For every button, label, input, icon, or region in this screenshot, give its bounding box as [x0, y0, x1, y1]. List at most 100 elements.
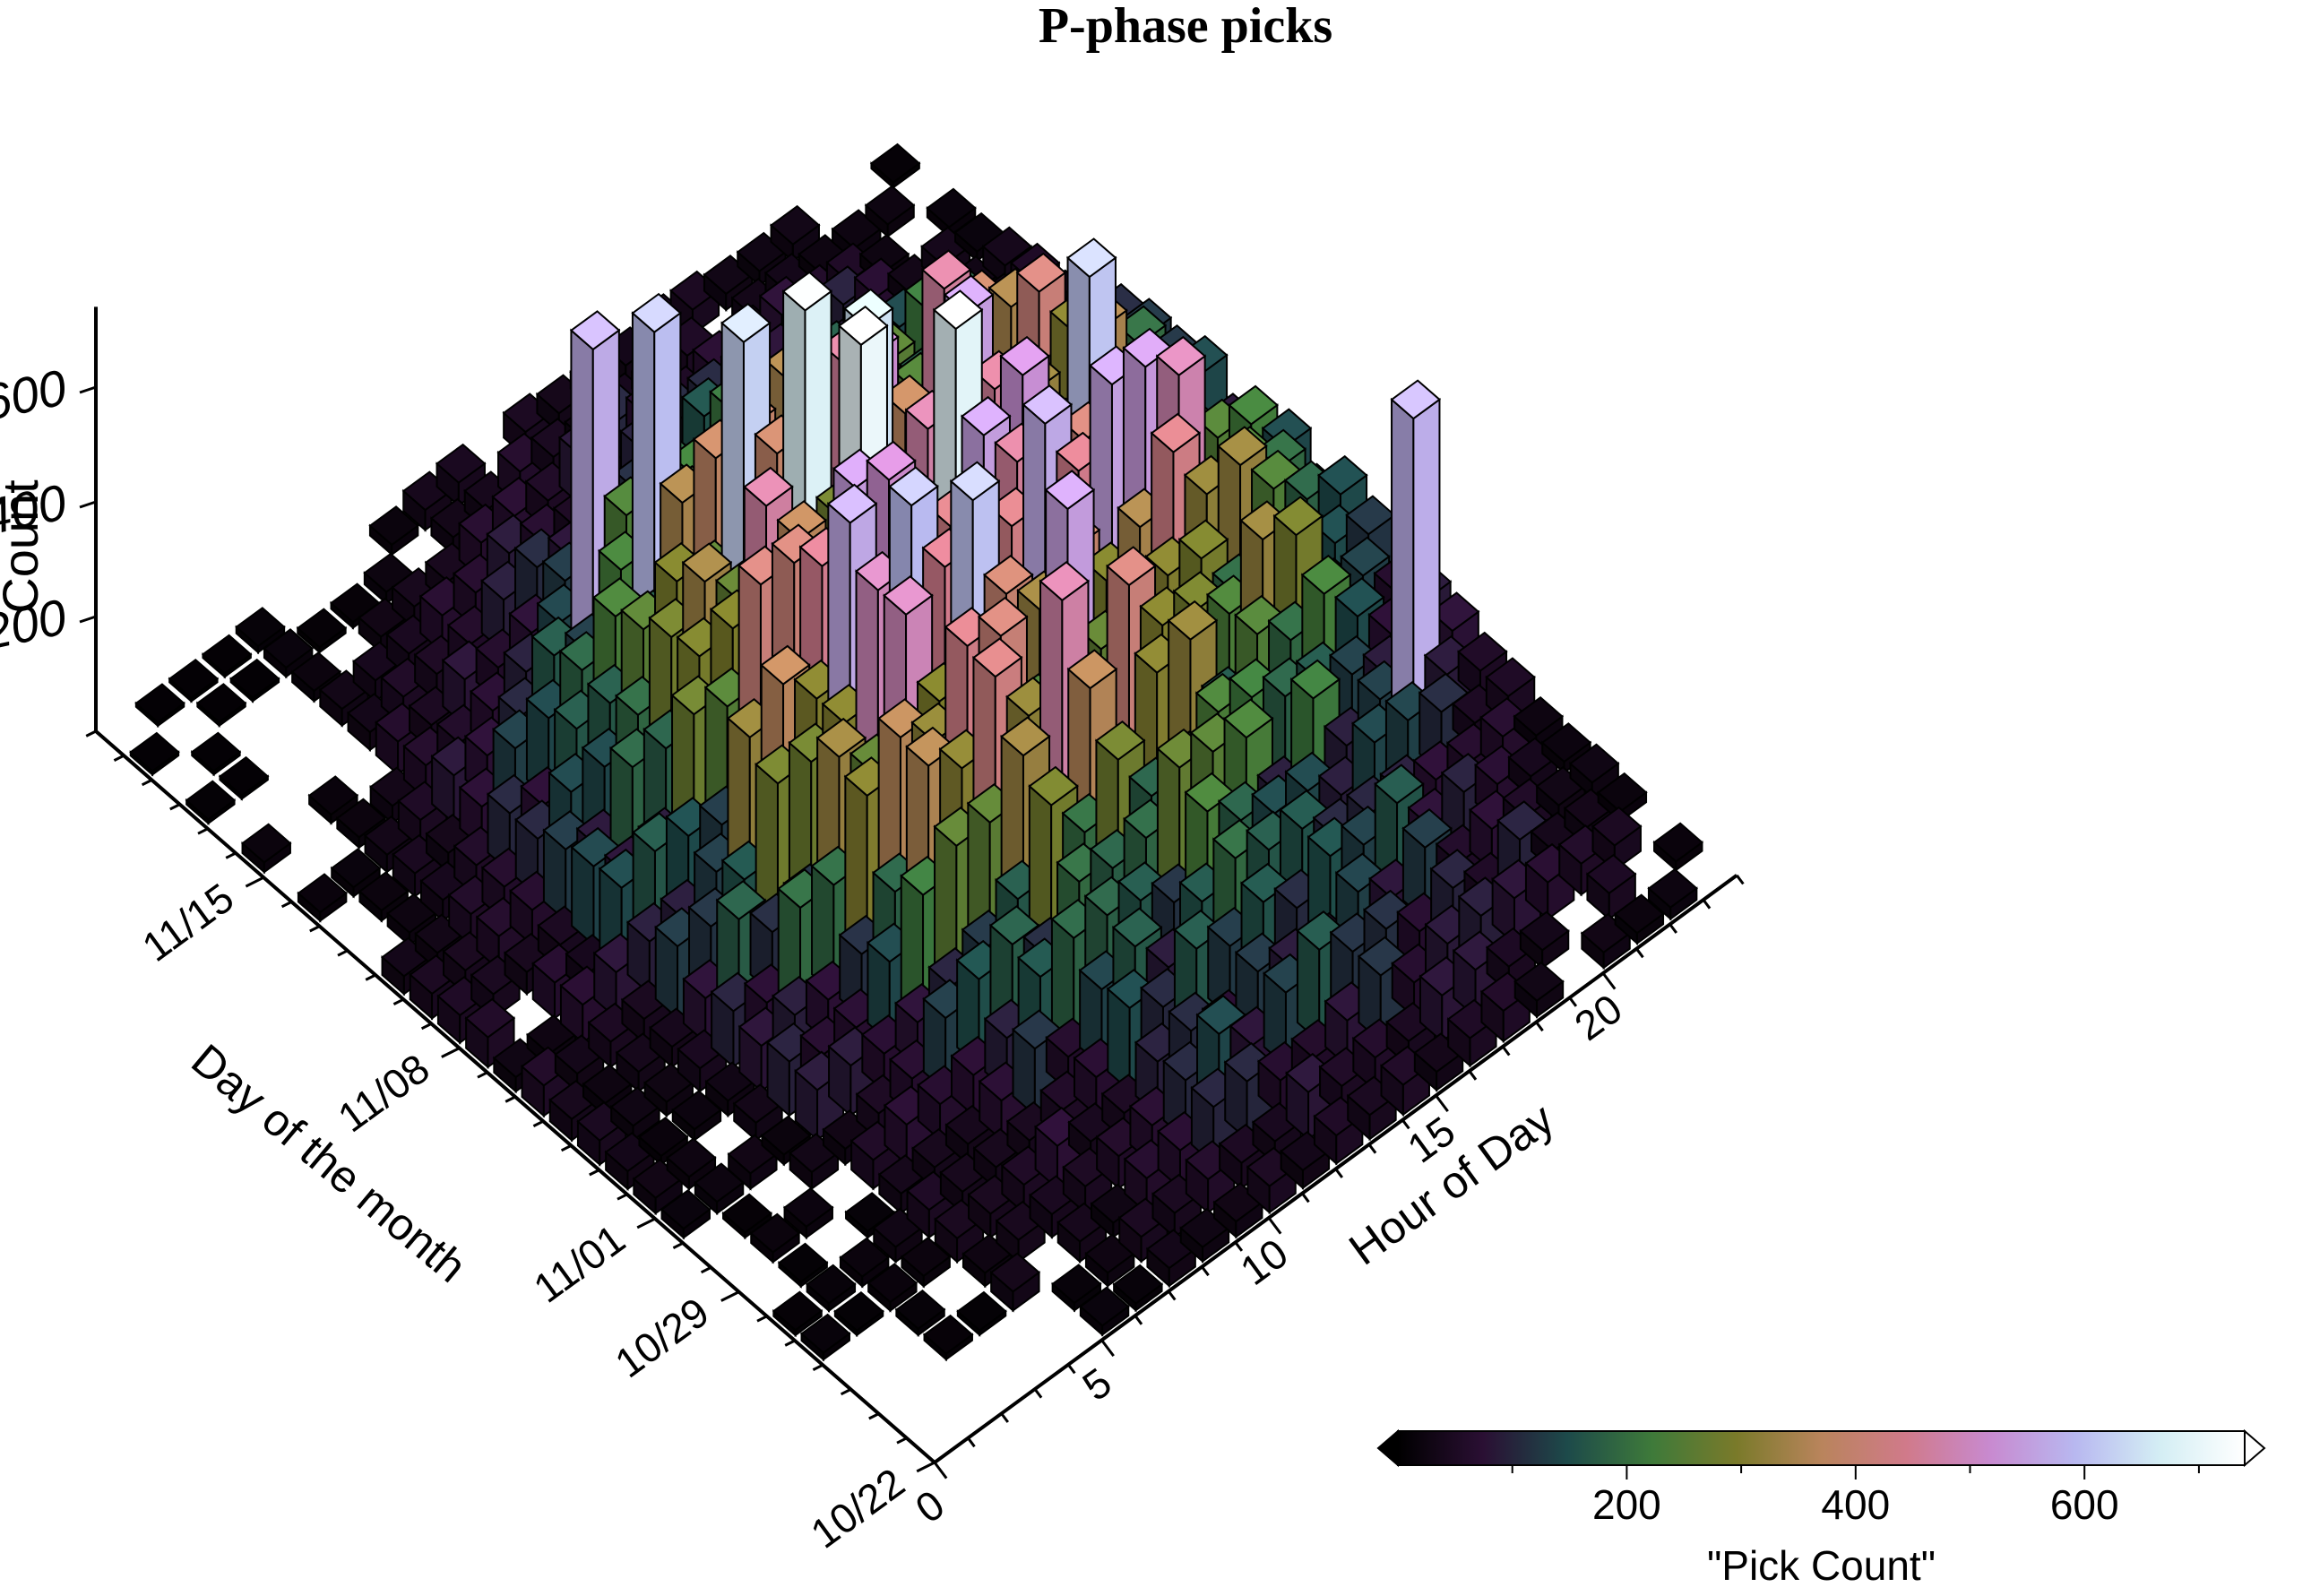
bar-top: [1289, 659, 1341, 700]
bar-top: [235, 607, 286, 648]
bar-top: [1652, 822, 1704, 863]
y-tick: [197, 827, 209, 835]
bar: [671, 1090, 722, 1143]
bar-top: [956, 1290, 1007, 1332]
x-tick: [1535, 1021, 1544, 1032]
bar: [900, 1236, 952, 1289]
bar-top: [1300, 554, 1352, 596]
bar-top: [1374, 763, 1425, 805]
y-tick-label: 10/29: [607, 1289, 718, 1387]
y-tick: [636, 1217, 656, 1229]
x-tick: [1401, 1118, 1410, 1130]
bar: [1513, 961, 1565, 1019]
y-tick: [337, 949, 349, 957]
bar: [235, 607, 286, 655]
bar: [1652, 822, 1704, 873]
y-tick: [225, 851, 237, 859]
x-tick: [1669, 923, 1678, 934]
bar-top: [195, 683, 247, 724]
colorbar-tick-label: 600: [2050, 1481, 2119, 1528]
bar-top: [894, 1289, 946, 1331]
bar: [989, 1252, 1041, 1313]
bar: [777, 1242, 829, 1289]
bar-top: [569, 310, 621, 351]
x-tick: [1435, 1094, 1449, 1112]
bar: [330, 848, 382, 899]
bar: [218, 755, 270, 801]
y-tick: [113, 754, 125, 762]
bar: [1614, 893, 1665, 945]
bar-top: [1155, 335, 1207, 376]
y-tick: [672, 1241, 684, 1249]
y-tick: [504, 1095, 516, 1103]
bar-top: [297, 873, 348, 914]
bar-top: [1044, 470, 1096, 511]
y-tick: [560, 1144, 573, 1152]
colorbar-low-triangle: [1376, 1428, 1399, 1468]
bar-top: [1051, 1264, 1102, 1305]
x-tick: [1267, 1217, 1282, 1235]
bar-top: [1015, 252, 1067, 293]
bar-top: [749, 1212, 801, 1254]
bar-top: [1513, 696, 1565, 738]
bar-top: [782, 1187, 834, 1229]
bar-top: [1390, 379, 1442, 420]
axes: [79, 306, 1745, 1480]
bar-top: [681, 542, 733, 583]
bar-top: [185, 780, 237, 821]
bar-top: [1597, 772, 1648, 813]
bar-top: [839, 1237, 890, 1278]
bar: [185, 780, 237, 826]
bar: [129, 731, 180, 777]
y-tick: [700, 1266, 712, 1274]
colorbar-label: "Pick Count": [1707, 1542, 1936, 1589]
bar: [956, 1290, 1007, 1337]
bar: [894, 1289, 946, 1338]
bar: [806, 1264, 857, 1313]
bar-top: [1272, 496, 1324, 537]
y-tick: [365, 973, 376, 981]
bar-top: [307, 775, 359, 816]
bar-top: [1457, 631, 1508, 672]
x-tick: [1066, 1363, 1076, 1375]
colorbar: 200 400 600 "Pick Count": [1376, 1428, 2266, 1589]
bar-top: [1065, 237, 1117, 279]
y-tick: [420, 1022, 433, 1031]
bar-top: [858, 234, 910, 275]
bar-top: [666, 1137, 717, 1178]
bar-top: [296, 608, 348, 649]
x-tick: [1735, 874, 1745, 885]
bar-top: [866, 440, 917, 481]
bar-top: [999, 335, 1050, 376]
y-tick: [441, 1047, 461, 1058]
y-tick: [617, 1193, 628, 1201]
bar-top: [1150, 412, 1202, 453]
chart-title: P-phase picks: [1039, 0, 1332, 54]
bar-top: [1177, 519, 1229, 560]
bar-top: [826, 483, 878, 524]
bar-top: [776, 500, 828, 541]
x-tick: [1301, 1192, 1310, 1203]
bar-top: [922, 1314, 974, 1355]
y-tick: [589, 1169, 600, 1177]
bar: [769, 204, 821, 263]
bar-top: [781, 271, 833, 312]
y-tick-label: 11/08: [330, 1045, 438, 1142]
x-tick: [1501, 1046, 1511, 1057]
bar: [772, 1290, 824, 1338]
bar-top: [806, 1264, 857, 1305]
bar-top: [168, 658, 220, 700]
y-tick-label: 10/22: [802, 1459, 913, 1557]
colorbar-tick-label: 400: [1821, 1481, 1890, 1528]
bar-top: [1513, 961, 1565, 1002]
colorbar-bar: [1397, 1430, 2246, 1466]
bar: [799, 1313, 851, 1362]
bar-top: [715, 880, 767, 921]
y-tick: [784, 1339, 796, 1347]
x-tick: [1468, 1070, 1478, 1081]
bar-top: [1568, 743, 1620, 784]
bar-top: [743, 466, 794, 507]
bar-top: [720, 302, 772, 343]
